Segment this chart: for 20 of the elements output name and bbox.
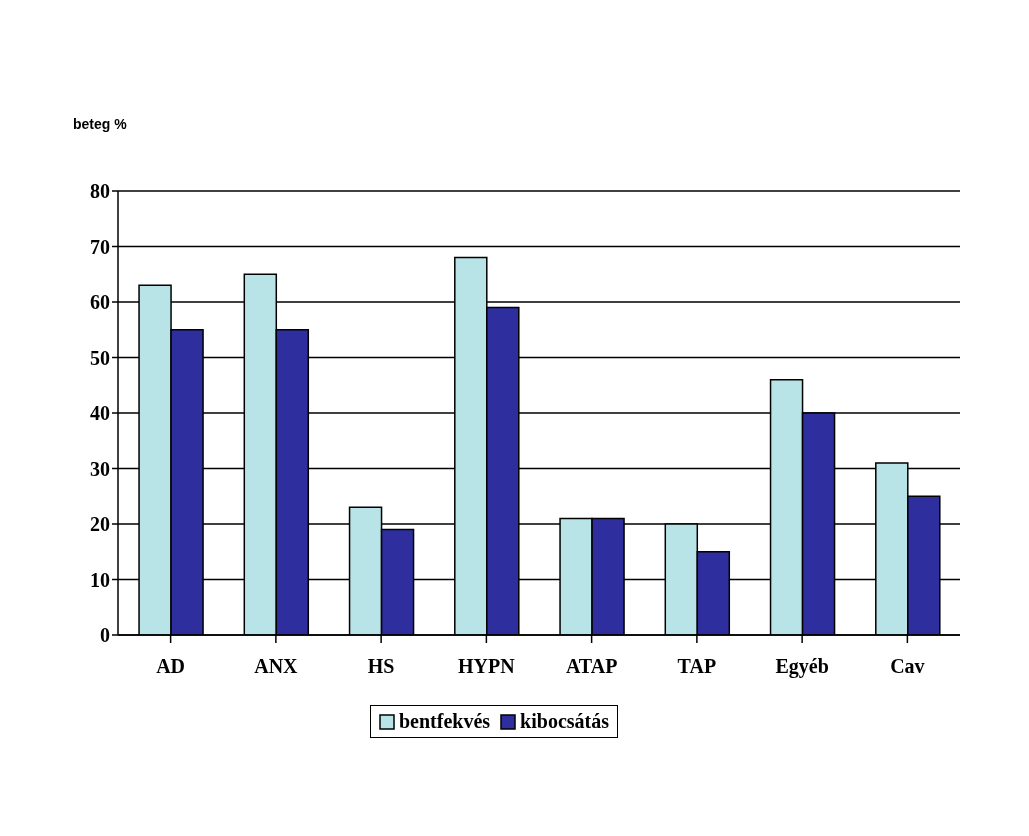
y-tick-label: 40 [90,402,110,425]
x-tick-label: AD [156,655,186,678]
y-axis-title: beteg % [73,116,127,132]
x-tick-label: ATAP [565,655,618,678]
x-tick-label: Egyéb [775,655,829,679]
x-tick-label: TAP [677,655,717,678]
x-tick-label: ANX [254,655,299,678]
y-tick-label: 60 [90,291,110,314]
x-tick-label: HS [367,655,395,678]
y-tick-label: 0 [100,624,110,647]
legend-label: kibocsátás [519,710,609,733]
y-tick-label: 80 [90,180,110,203]
legend-label: bentfekvés [398,710,491,733]
x-tick-label: HYPN [458,655,516,678]
y-tick-label: 10 [90,568,110,591]
y-tick-label: 30 [90,457,110,480]
y-tick-label: 50 [90,346,110,369]
y-tick-label: 70 [90,235,110,258]
y-tick-label: 20 [90,513,110,536]
x-tick-label: Cav [890,655,925,678]
